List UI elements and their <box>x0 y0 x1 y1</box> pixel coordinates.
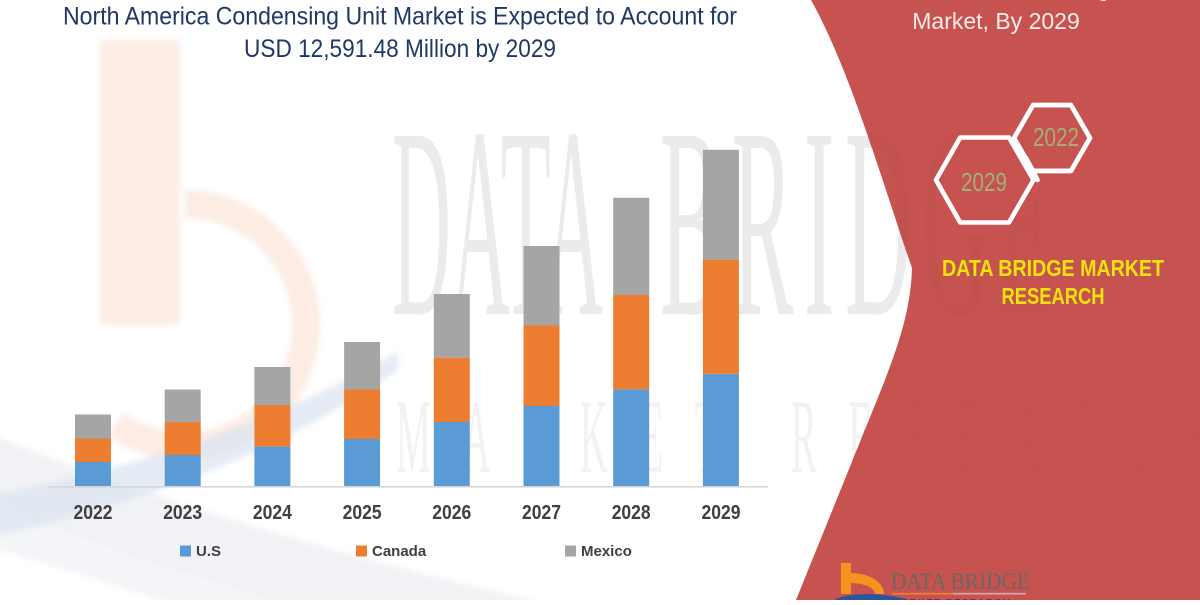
svg-text:2022: 2022 <box>1033 122 1079 152</box>
svg-text:North America Condensing Unit: North America Condensing Unit <box>835 0 1158 1</box>
svg-text:Market, By 2029: Market, By 2029 <box>912 8 1079 34</box>
svg-text:2029: 2029 <box>702 502 741 524</box>
svg-text:2023: 2023 <box>163 502 202 524</box>
svg-text:Canada: Canada <box>372 543 427 560</box>
svg-text:RESEARCH: RESEARCH <box>1002 283 1105 309</box>
svg-text:DATA BRIDGE: DATA BRIDGE <box>891 569 1030 594</box>
svg-text:2027: 2027 <box>522 502 561 524</box>
svg-text:North America Condensing Unit: North America Condensing Unit Market is … <box>63 3 737 31</box>
svg-text:2024: 2024 <box>253 502 293 524</box>
svg-text:2026: 2026 <box>432 502 471 524</box>
svg-text:DATA BRIDGE MARKET: DATA BRIDGE MARKET <box>942 255 1164 281</box>
svg-text:2025: 2025 <box>343 502 382 524</box>
svg-text:2028: 2028 <box>612 502 651 524</box>
svg-text:DATA: DATA <box>392 73 603 374</box>
svg-text:2029: 2029 <box>961 167 1007 197</box>
svg-text:Mexico: Mexico <box>581 543 632 560</box>
svg-text:U.S: U.S <box>196 543 221 560</box>
svg-text:2022: 2022 <box>74 502 113 524</box>
svg-text:USD 12,591.48 Million by 2029: USD 12,591.48 Million by 2029 <box>244 35 556 63</box>
